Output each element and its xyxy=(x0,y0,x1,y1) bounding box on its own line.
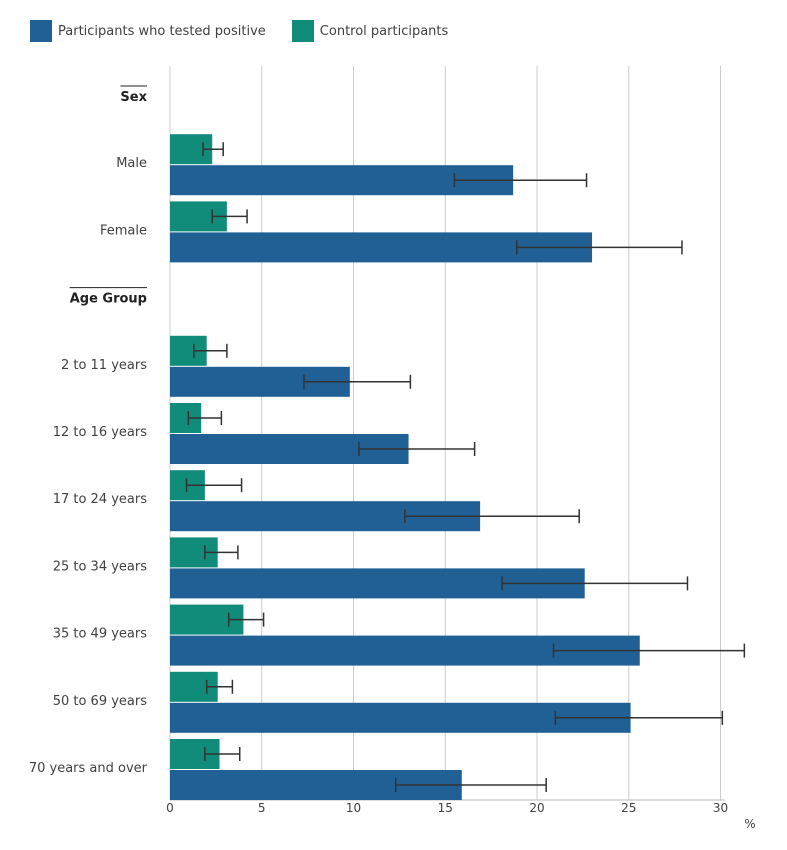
category-label: 2 to 11 years xyxy=(61,358,147,373)
error-bar-control xyxy=(193,343,228,358)
x-tick-label: 15 xyxy=(438,801,453,815)
category-label: 50 to 69 years xyxy=(53,694,148,709)
x-tick-label: 30 xyxy=(713,801,728,815)
error-bar-positive xyxy=(358,442,476,456)
legend-label-positive: Participants who tested positive xyxy=(58,23,266,39)
error-bar-positive xyxy=(394,778,547,792)
category-label: 35 to 49 years xyxy=(53,627,148,642)
legend-label-control: Control participants xyxy=(319,23,449,39)
x-tick-label: 0 xyxy=(166,801,174,815)
x-tick-label: 25 xyxy=(621,801,636,815)
error-bar-control xyxy=(204,747,241,761)
group-header-label: Age Group xyxy=(70,292,147,307)
chart-legend: Participants who tested positive Control… xyxy=(30,18,474,44)
category-label: Male xyxy=(116,156,147,171)
error-bar-positive xyxy=(453,173,588,188)
error-bar-control xyxy=(202,142,224,157)
error-bar-positive xyxy=(552,643,746,658)
x-tick-label: 10 xyxy=(346,801,361,815)
error-bar-positive xyxy=(554,710,724,725)
error-bar-control xyxy=(185,478,243,493)
error-bar-control xyxy=(205,679,234,694)
x-tick-label: 20 xyxy=(529,801,544,815)
legend-item-control[interactable]: Control participants xyxy=(291,20,449,42)
legend-swatch-control xyxy=(291,20,314,42)
error-bar-control xyxy=(187,411,223,425)
category-label: Female xyxy=(100,223,147,238)
category-label: 25 to 34 years xyxy=(53,559,148,574)
error-bar-positive xyxy=(303,374,412,389)
category-label: 70 years and over xyxy=(29,761,148,776)
group-header-label: Sex xyxy=(120,90,147,105)
bar-positive xyxy=(170,702,631,733)
category-label: 12 to 16 years xyxy=(53,425,148,440)
error-bar-control xyxy=(211,209,248,224)
error-bar-positive xyxy=(501,576,689,591)
legend-swatch-positive xyxy=(30,20,52,42)
error-bar-positive xyxy=(516,240,683,255)
legend-item-positive[interactable]: Participants who tested positive xyxy=(30,20,266,42)
error-bar-positive xyxy=(404,509,580,524)
error-bar-control xyxy=(227,612,265,627)
x-unit-label: % xyxy=(744,817,755,831)
error-bar-control xyxy=(204,545,239,560)
category-label: 17 to 24 years xyxy=(53,492,148,507)
x-tick-label: 5 xyxy=(258,801,266,815)
